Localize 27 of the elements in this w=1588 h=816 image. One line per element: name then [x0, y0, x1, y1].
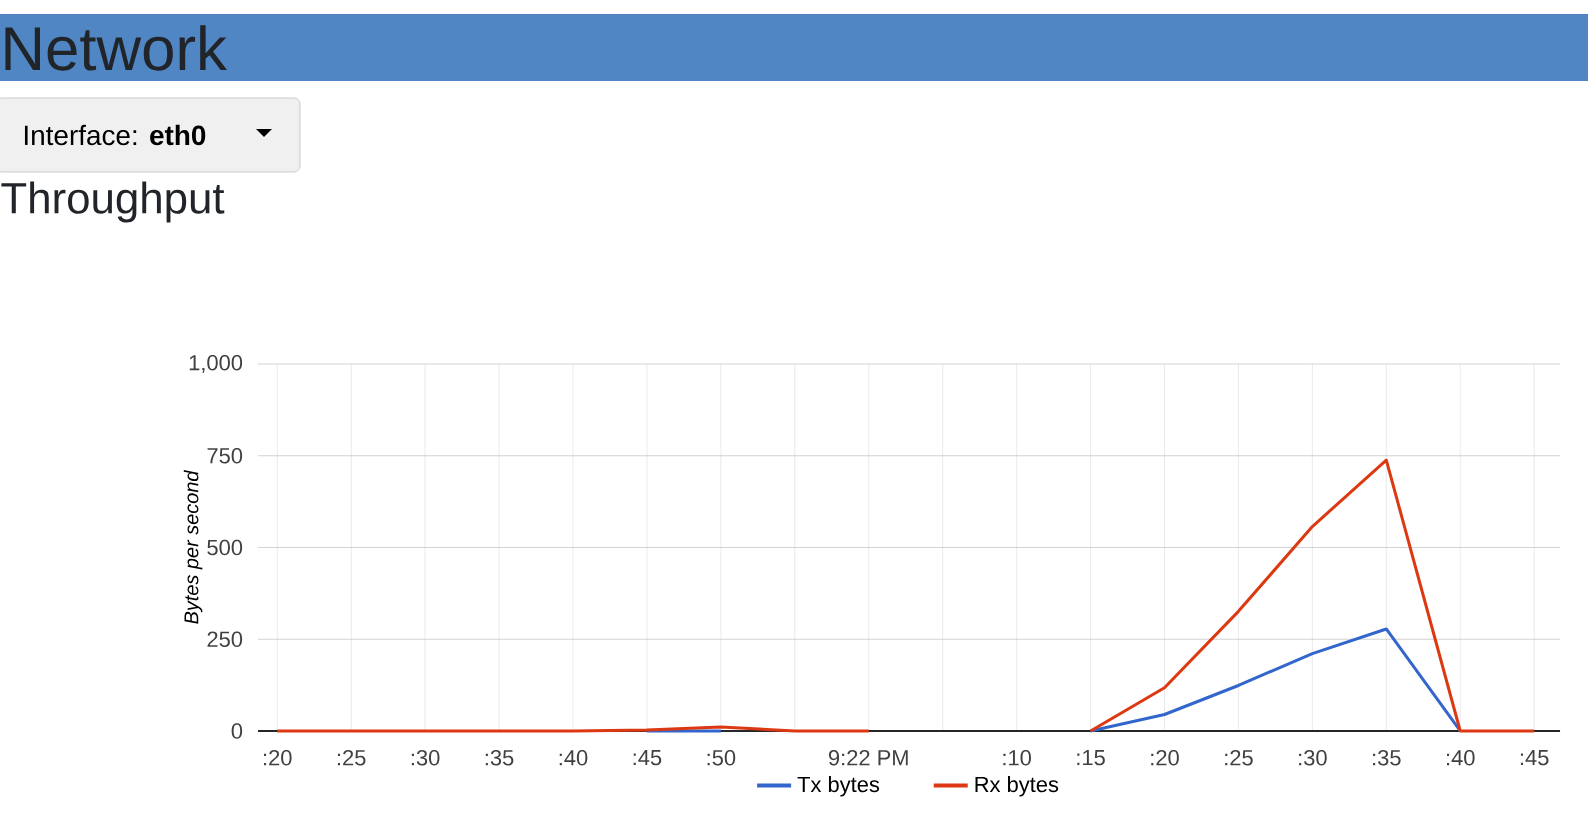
y-tick-label: 750 — [207, 448, 243, 464]
x-tick-label: :15 — [1077, 750, 1105, 766]
x-tick-label: :20 — [1151, 750, 1179, 766]
y-tick-label: 250 — [207, 631, 243, 648]
x-tick-label: :45 — [633, 750, 662, 766]
x-tick-label: :50 — [707, 750, 736, 766]
y-tick-label: 1,000 — [189, 354, 243, 374]
x-tick-label: :25 — [1225, 750, 1253, 766]
x-tick-label: :30 — [411, 750, 440, 766]
x-tick-label: :25 — [337, 750, 366, 766]
x-tick-label: :45 — [1520, 750, 1549, 766]
y-tick-label: 500 — [207, 539, 243, 556]
chart-title: Throughput — [1, 181, 225, 223]
y-axis-title: Bytes per second — [183, 470, 203, 624]
legend-label: Tx bytes — [797, 776, 880, 797]
x-tick-label: :40 — [1447, 750, 1475, 766]
y-tick-label: 0 — [231, 723, 243, 739]
x-tick-label: :40 — [559, 750, 588, 766]
x-tick-label: :30 — [1299, 750, 1327, 766]
x-tick-label: 9:22 PM — [828, 750, 908, 766]
text: Network — [5, 25, 227, 71]
x-tick-label: :10 — [1003, 750, 1031, 766]
text: Interface: eth0 — [24, 124, 206, 146]
x-tick-label: :35 — [485, 750, 514, 766]
x-tick-label: :20 — [264, 750, 292, 766]
legend-label: Rx bytes — [975, 776, 1059, 797]
x-tick-label: :35 — [1373, 750, 1401, 766]
